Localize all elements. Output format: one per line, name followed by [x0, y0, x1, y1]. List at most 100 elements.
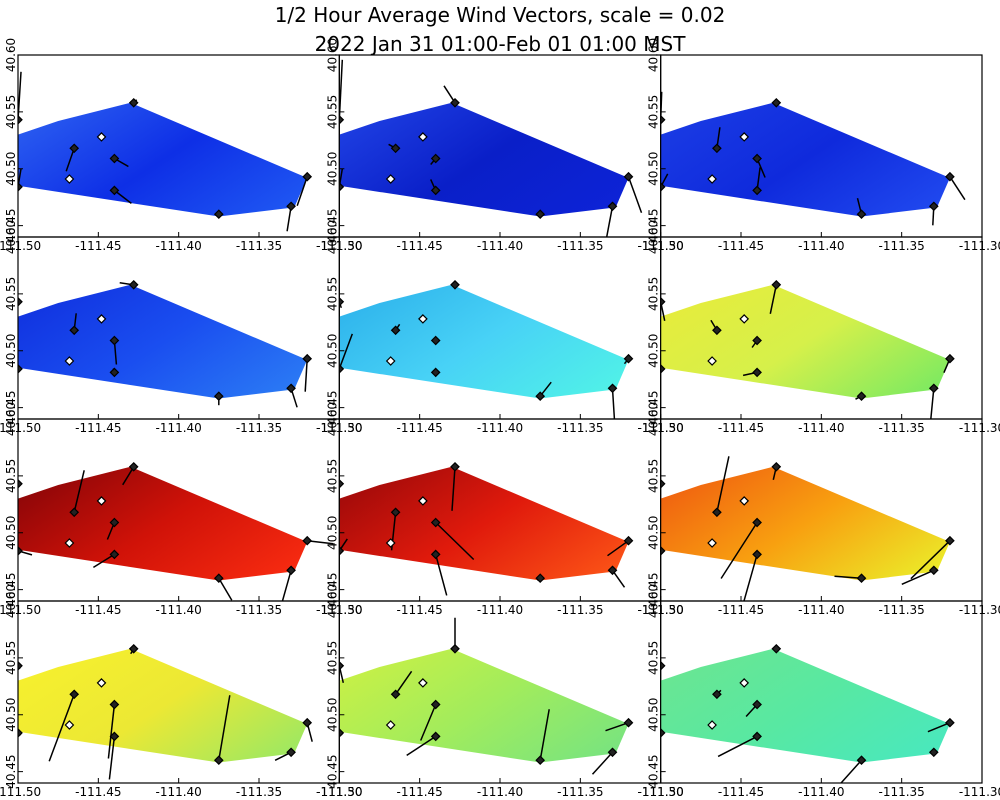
panel-content	[339, 279, 634, 419]
x-tick-label: -111.50	[0, 603, 41, 617]
y-tick-label: 40.55	[647, 95, 661, 129]
x-tick-label: -111.40	[156, 421, 202, 435]
y-tick-label: 40.55	[4, 277, 18, 311]
station-marker	[707, 356, 717, 366]
y-tick-label: 40.55	[647, 459, 661, 493]
x-tick-label: -111.40	[477, 785, 523, 799]
station-marker	[856, 755, 867, 766]
y-tick-label: 40.45	[325, 208, 339, 242]
x-tick-label: -111.30	[316, 785, 362, 799]
y-tick-label: 40.45	[325, 754, 339, 788]
station-marker	[430, 367, 441, 378]
x-tick-label: -111.45	[397, 239, 443, 253]
wind-vector	[394, 670, 413, 695]
station-marker	[302, 535, 313, 546]
station-marker	[450, 461, 460, 472]
panel-content	[18, 71, 313, 232]
station-marker	[771, 279, 782, 290]
y-tick-label: 40.55	[325, 277, 339, 311]
station-marker	[109, 699, 120, 710]
station-marker	[623, 535, 634, 546]
x-tick-label: -111.45	[75, 421, 121, 435]
station-marker	[712, 689, 722, 700]
wind-field	[660, 102, 950, 217]
y-tick-label: 40.60	[4, 220, 18, 254]
y-tick-label: 40.45	[325, 390, 339, 424]
station-marker	[535, 209, 546, 220]
station-marker	[390, 689, 401, 700]
station-marker	[945, 717, 955, 728]
y-tick-label: 40.55	[325, 459, 339, 493]
wind-field	[18, 102, 308, 217]
station-marker	[752, 335, 762, 346]
y-tick-label: 40.50	[325, 516, 339, 550]
station-marker	[430, 549, 441, 560]
y-tick-label: 40.60	[325, 402, 339, 436]
x-tick-label: -111.30	[959, 603, 1000, 617]
station-marker	[707, 720, 717, 730]
wind-vector	[218, 577, 233, 601]
x-tick-label: -111.35	[236, 603, 282, 617]
y-tick-label: 40.45	[647, 208, 661, 242]
station-marker	[96, 678, 107, 688]
y-tick-label: 40.60	[647, 220, 661, 254]
panel-content	[660, 91, 966, 226]
station-marker	[607, 201, 618, 212]
y-tick-label: 40.50	[4, 698, 18, 732]
x-tick-label: -111.35	[879, 421, 925, 435]
station-marker	[739, 314, 750, 324]
station-marker	[945, 171, 955, 182]
y-tick-label: 40.60	[647, 584, 661, 618]
panel-7: -111.50-111.45-111.40-111.35-111.3040.45…	[0, 402, 362, 617]
station-marker	[712, 507, 722, 518]
station-marker	[712, 325, 722, 336]
panel-content	[18, 279, 313, 408]
station-marker	[771, 461, 782, 472]
station-marker	[109, 153, 120, 164]
y-tick-label: 40.45	[4, 572, 18, 606]
panel-11: -111.50 -111.45 -111.40 -111.35 -111.3040.45…	[316, 584, 684, 799]
station-marker	[213, 573, 224, 584]
x-tick-label: -111.30	[959, 239, 1000, 253]
x-tick-label: -111.40	[798, 785, 844, 799]
station-marker	[430, 517, 441, 528]
wind-vector	[743, 554, 758, 601]
wind-vector	[910, 540, 951, 580]
wind-vector	[605, 721, 629, 732]
wind-vector	[281, 570, 292, 601]
x-tick-label: -111.50	[638, 785, 684, 799]
station-marker	[109, 731, 120, 742]
chart-title-line1: 1/2 Hour Average Wind Vectors, scale = 0…	[275, 3, 726, 27]
station-marker	[213, 755, 224, 766]
wind-vector	[591, 751, 614, 775]
chart-title-line2: 2022 Jan 31 01:00-Feb 01 01:00 MST	[315, 32, 687, 56]
y-tick-label: 40.60	[4, 402, 18, 436]
panel-content	[18, 461, 334, 601]
station-marker	[96, 314, 107, 324]
station-marker	[430, 699, 441, 710]
y-tick-label: 40.60	[4, 38, 18, 72]
panel-content	[660, 456, 955, 601]
station-marker	[390, 325, 401, 336]
wind-vector	[451, 466, 456, 511]
station-marker	[385, 538, 396, 548]
station-marker	[430, 731, 441, 742]
wind-field	[18, 466, 308, 581]
x-tick-label: -111.40	[156, 239, 202, 253]
y-tick-label: 40.60	[325, 220, 339, 254]
station-marker	[945, 353, 955, 364]
station-marker	[286, 565, 296, 576]
station-marker	[771, 97, 782, 108]
station-marker	[109, 517, 120, 528]
station-marker	[339, 364, 345, 374]
x-tick-label: -111.35	[557, 421, 603, 435]
x-tick-label: -111.45	[397, 421, 443, 435]
wind-field	[18, 284, 308, 399]
wind-field	[339, 648, 629, 763]
y-tick-label: 40.60	[647, 38, 661, 72]
station-marker	[928, 747, 939, 758]
wind-vector	[435, 521, 475, 561]
station-marker	[856, 391, 867, 402]
y-tick-label: 40.50	[647, 334, 661, 368]
station-marker	[18, 114, 23, 125]
